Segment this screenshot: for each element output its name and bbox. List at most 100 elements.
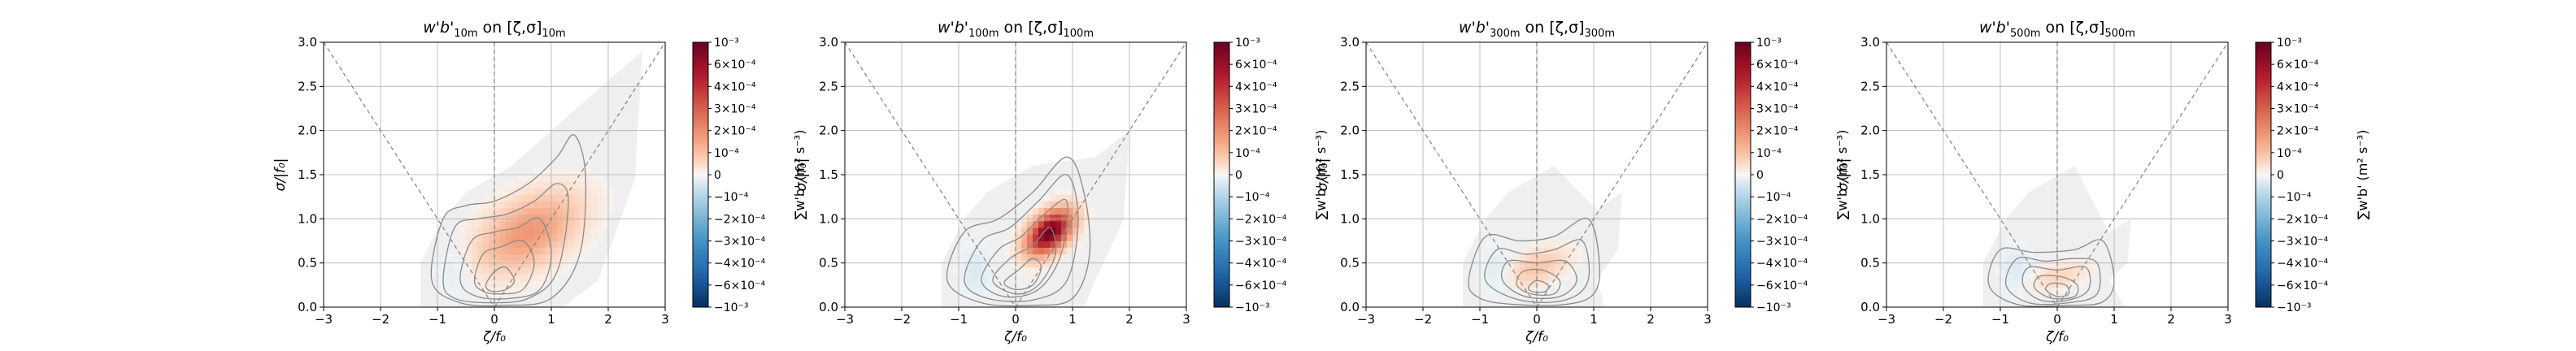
- heatmap-cell: [574, 207, 581, 215]
- heatmap-cell: [489, 274, 495, 281]
- heatmap-cell: [1548, 267, 1555, 275]
- heatmap-cell: [460, 234, 467, 241]
- density-contour: [430, 134, 587, 307]
- heatmap-cell: [964, 293, 971, 301]
- heatmap-cell: [580, 254, 586, 262]
- heatmap-cell: [2063, 267, 2069, 275]
- heatmap-cell: [2046, 260, 2052, 268]
- heatmap-cell: [2052, 274, 2058, 281]
- heatmap-cell: [1021, 240, 1028, 248]
- heatmap-cell: [563, 207, 569, 215]
- heatmap-cell: [591, 221, 598, 228]
- heatmap-cell: [568, 254, 575, 262]
- heatmap-cell: [580, 214, 586, 222]
- heatmap-cell: [1016, 247, 1022, 255]
- heatmap-cell: [1061, 247, 1068, 255]
- colorbar-label: ∑w'b' (m² s⁻³): [1834, 130, 1850, 220]
- heatmap-cell: [1084, 221, 1090, 228]
- heatmap-cell: [2023, 267, 2030, 275]
- heatmap-cell: [551, 214, 558, 222]
- heatmap-cell: [2029, 274, 2035, 281]
- heatmap-cell: [511, 194, 518, 202]
- heatmap-cell: [1004, 240, 1011, 248]
- heatmap-cell: [1073, 240, 1079, 248]
- heatmap-cell: [1084, 228, 1090, 235]
- heatmap-cell: [2074, 260, 2081, 268]
- chart-title: w'b'100m on [ζ,σ]100m: [938, 19, 1094, 40]
- heatmap-cell: [483, 267, 490, 275]
- heatmap-cell: [1038, 201, 1045, 209]
- heatmap-cell: [959, 247, 965, 255]
- heatmap-cell: [523, 175, 529, 182]
- x-tick-label: −3: [1357, 312, 1375, 327]
- colorbar-tick-label: −3×10⁻⁴: [714, 236, 766, 249]
- heatmap-cell: [449, 267, 455, 275]
- heatmap-cell: [477, 274, 484, 281]
- heatmap-cell: [603, 194, 609, 202]
- heatmap-cell: [500, 214, 507, 222]
- heatmap-cell: [540, 240, 546, 248]
- heatmap-cell: [455, 267, 461, 275]
- heatmap-cell: [1055, 221, 1062, 228]
- heatmap-cell: [574, 240, 581, 248]
- y-tick-label: 1.5: [1340, 167, 1360, 182]
- heatmap-cell: [472, 207, 478, 215]
- heatmap-cell: [517, 287, 524, 294]
- heatmap-cell: [506, 260, 512, 268]
- heatmap-cell: [2069, 280, 2075, 288]
- heatmap-cell: [1078, 228, 1085, 235]
- y-tick-label: 0.0: [819, 300, 838, 314]
- heatmap-cell: [591, 234, 598, 241]
- heatmap-cell: [563, 221, 569, 228]
- heatmap-cell: [580, 194, 586, 202]
- heatmap-cell: [603, 201, 609, 209]
- heatmap-cell: [494, 194, 501, 202]
- heatmap-cell: [511, 280, 518, 288]
- heatmap-cell: [585, 194, 592, 202]
- heatmap-cell: [568, 167, 575, 176]
- heatmap-cell: [574, 175, 581, 182]
- y-tick-label: 2.0: [819, 124, 838, 138]
- heatmap-cell: [568, 221, 575, 228]
- heatmap-cell: [591, 240, 598, 248]
- heatmap-cell: [563, 267, 569, 275]
- heatmap-cell: [1503, 254, 1509, 262]
- x-tick-label: 2: [2167, 312, 2175, 327]
- heatmap-cell: [557, 175, 564, 182]
- heatmap-cell: [981, 260, 988, 268]
- heatmap-cell: [1520, 254, 1526, 262]
- heatmap-cell: [540, 254, 546, 262]
- heatmap-cell: [523, 221, 529, 228]
- heatmap-cell: [1073, 214, 1079, 222]
- heatmap-cell: [597, 194, 603, 202]
- x-axis-label: ζ/f₀: [2045, 329, 2069, 345]
- heatmap-cell: [1067, 194, 1073, 202]
- reference-line-right: [494, 42, 665, 307]
- heatmap-cell: [540, 234, 546, 241]
- density-contour: [1003, 258, 1042, 291]
- heatmap-cell: [2012, 240, 2018, 248]
- heatmap-cell: [534, 280, 541, 288]
- heatmap-cell: [443, 274, 450, 281]
- heatmap-cell: [959, 274, 965, 281]
- heatmap-cell: [455, 260, 461, 268]
- heatmap-cell: [1061, 207, 1068, 215]
- heatmap-cell: [483, 228, 490, 235]
- reference-line-left: [845, 42, 1016, 307]
- heatmap-cell: [1497, 254, 1503, 262]
- colorbar-tick-label: 10⁻⁴: [714, 147, 739, 160]
- heatmap-cell: [523, 214, 529, 222]
- heatmap-cell: [1061, 201, 1068, 209]
- heatmap-cell: [970, 247, 977, 255]
- colorbar-tick-label: 10⁻³: [1235, 37, 1260, 50]
- heatmap-cell: [494, 214, 501, 222]
- heatmap-cell: [1078, 207, 1085, 215]
- colorbar-tick-label: 10⁻⁴: [1235, 147, 1260, 160]
- heatmap-cell: [529, 207, 535, 215]
- heatmap-cell: [483, 240, 490, 248]
- heatmap-cell: [472, 240, 478, 248]
- heatmap-cell: [551, 194, 558, 202]
- y-axis-label: σ/|f₀|: [1315, 158, 1331, 192]
- heatmap-cell: [455, 274, 461, 281]
- heatmap-cell: [976, 287, 982, 294]
